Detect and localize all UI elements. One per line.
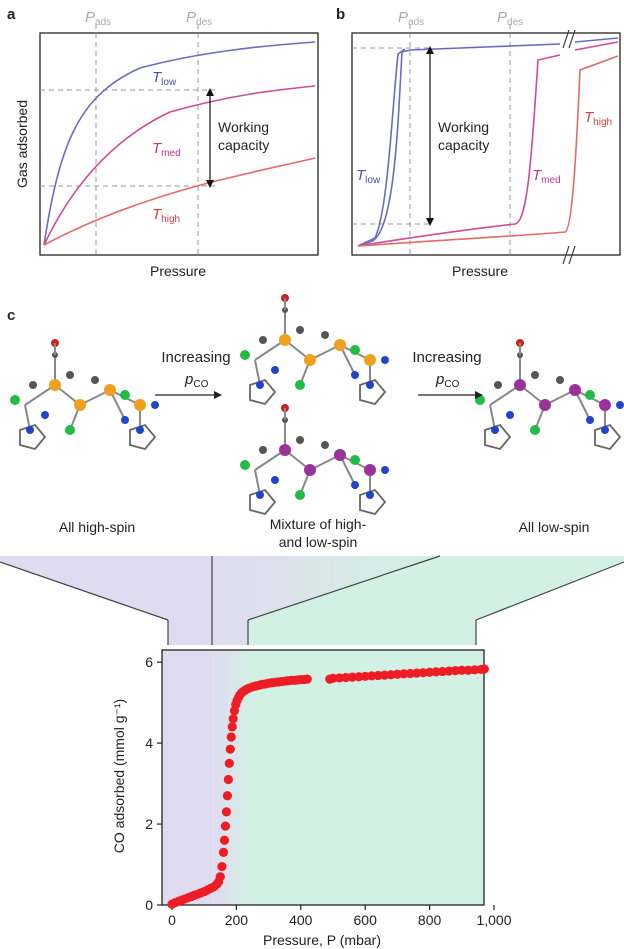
chart-xlabel: Pressure, P (mbar) <box>263 932 381 948</box>
panel-letter-c: c <box>7 307 16 324</box>
caption-high-spin: All high-spin <box>59 519 135 535</box>
panel-b-arrow-head-down <box>426 218 434 226</box>
chart-ylabel: CO adsorbed (mmol g⁻¹) <box>111 699 127 853</box>
data-point <box>226 732 236 742</box>
data-point <box>225 744 235 754</box>
caption-mixture-line2: and low-spin <box>279 534 358 550</box>
data-point <box>217 861 227 872</box>
data-point <box>215 872 225 882</box>
funnel-left-edge <box>0 561 169 621</box>
panel-a-label-med: Tmed <box>152 140 181 159</box>
x-tick-label: 1,000 <box>476 912 511 928</box>
panel-a-label-low: Tlow <box>152 69 177 88</box>
panel-b-arrow-head-up <box>426 46 434 54</box>
panel-a-frame <box>39 32 319 256</box>
data-point <box>221 807 232 817</box>
band-low-spin-region <box>248 556 624 645</box>
x-tick-label: 800 <box>418 912 442 928</box>
region-low-spin <box>252 650 484 905</box>
panel-b-pads-label: Pads <box>398 9 424 28</box>
data-point <box>224 758 234 768</box>
band-high-spin-region <box>0 556 212 645</box>
panel-c-arrow-2-head <box>475 391 483 399</box>
panel-letter-a: a <box>7 6 16 23</box>
data-point <box>222 791 232 801</box>
y-tick-label: 4 <box>145 735 153 751</box>
panel-c-arrow-1-head <box>214 391 222 399</box>
panel-c-arrow-1-label: Increasing <box>161 349 230 366</box>
panel-b-label-med: Tmed <box>532 167 561 186</box>
panel-a-label-high: Thigh <box>152 206 180 225</box>
data-point <box>228 714 238 724</box>
data-point <box>302 674 312 684</box>
panel-b-pdes-label: Pdes <box>497 9 523 28</box>
data-point <box>219 835 230 845</box>
panel-letter-b: b <box>336 6 346 23</box>
funnel-mid-edge <box>247 555 441 621</box>
panel-a-pads-label: Pads <box>85 9 111 28</box>
molecule-mixture-bottom <box>239 403 390 515</box>
panel-b-capacity-line1: Working <box>438 119 489 135</box>
data-point <box>479 664 489 674</box>
panel-a-ylabel: Gas adsorbed <box>14 100 30 188</box>
panel-a-arrow-head-down <box>206 180 214 188</box>
panel-a-xlabel: Pressure <box>150 263 206 279</box>
panel-b-label-high: Thigh <box>584 109 612 128</box>
data-point <box>227 722 237 732</box>
panel-b-curve-high <box>357 55 619 247</box>
panel-b-curve-low-ads <box>357 43 561 247</box>
chart-frame <box>161 649 485 906</box>
panel-c-arrow-2-pco: pCO <box>435 371 460 390</box>
panel-a-pdes-label: Pdes <box>186 9 212 28</box>
panel-a-curve-high <box>43 157 316 246</box>
panel-b-frame <box>351 32 621 256</box>
data-point <box>223 774 233 785</box>
y-tick-label: 0 <box>145 897 153 913</box>
panel-b-curve-med-tail <box>574 41 619 51</box>
panel-b-curve-low-tail <box>574 37 619 43</box>
y-tick-label: 2 <box>145 816 153 832</box>
panel-b-break-top-2 <box>568 29 576 49</box>
panel-b-break-bottom-1 <box>562 245 570 265</box>
panel-b-curve-med <box>357 54 561 247</box>
data-point <box>220 821 231 831</box>
caption-mixture-line1: Mixture of high- <box>270 516 367 532</box>
panel-b-xlabel: Pressure <box>452 263 508 279</box>
panel-a-capacity-line2: capacity <box>218 137 269 153</box>
panel-a-arrow-head-up <box>206 88 214 96</box>
y-tick-label: 6 <box>145 654 153 670</box>
panel-c-arrow-1-pco: pCO <box>184 371 209 390</box>
panel-b-curve-low-des <box>357 48 406 247</box>
band-mixture-region <box>212 556 440 645</box>
plot-area: 0 200 400 600 800 1,000 0 2 4 6 <box>145 649 512 928</box>
data-point <box>457 665 467 675</box>
x-tick-label: 600 <box>354 912 378 928</box>
panel-c-arrow-2-label: Increasing <box>412 349 481 366</box>
panel-a-capacity-line1: Working <box>218 119 269 135</box>
panel-b-capacity-line2: capacity <box>438 137 489 153</box>
funnel-right-edge <box>475 561 624 621</box>
molecule-mixture-top <box>239 293 390 405</box>
x-tick-label: 200 <box>225 912 249 928</box>
molecule-low-spin <box>474 338 624 450</box>
x-tick-label: 0 <box>168 912 176 928</box>
region-high-spin <box>162 650 214 905</box>
panel-b-break-top-1 <box>562 29 570 49</box>
data-point <box>218 847 229 857</box>
molecule-high-spin <box>9 338 160 450</box>
x-tick-label: 400 <box>289 912 313 928</box>
panel-b-label-low: Tlow <box>356 167 381 186</box>
panel-a-curve-med <box>43 85 316 246</box>
panel-b-break-bottom-2 <box>568 245 576 265</box>
caption-low-spin: All low-spin <box>519 519 590 535</box>
panel-a-curve-low <box>43 41 316 246</box>
